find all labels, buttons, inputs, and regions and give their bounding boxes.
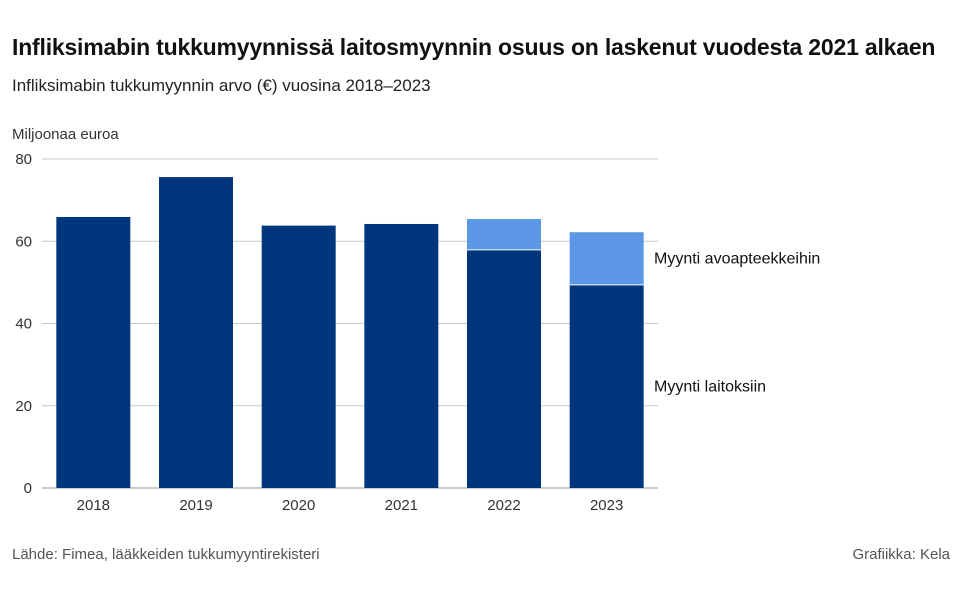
x-tick-2020: 2020 <box>282 497 315 514</box>
series-label-avoapteekit: Myynti avoapteekkeihin <box>654 251 820 268</box>
chart-title: Infliksimabin tukkumyynnissä laitosmyynn… <box>12 34 936 60</box>
bar-2022-laitokset <box>467 249 541 488</box>
y-axis-label: Miljoonaa euroa <box>12 126 119 143</box>
chart-subtitle: Infliksimabin tukkumyynnin arvo (€) vuos… <box>12 76 431 95</box>
x-tick-2021: 2021 <box>385 497 418 514</box>
y-tick-labels: 0 20 40 60 80 <box>15 151 32 497</box>
y-tick-0: 0 <box>24 480 32 497</box>
bar-2022-avoapteekit <box>467 219 541 250</box>
x-tick-2022: 2022 <box>487 497 520 514</box>
credit-note: Grafiikka: Kela <box>852 546 950 563</box>
y-tick-40: 40 <box>15 316 32 333</box>
gridlines <box>42 158 658 489</box>
series-labels: Myynti laitoksiin Myynti avoapteekkeihin <box>654 251 820 396</box>
x-tick-2023: 2023 <box>590 497 623 514</box>
bar-2020-laitokset <box>261 225 336 488</box>
bar-2019-laitokset <box>159 177 233 488</box>
bar-2018-laitokset <box>56 216 131 488</box>
bar-2021-laitokset <box>364 223 439 489</box>
bars <box>56 177 644 489</box>
x-tick-2018: 2018 <box>77 497 110 514</box>
y-tick-60: 60 <box>15 233 32 250</box>
bar-2023-avoapteekit <box>569 232 644 285</box>
source-note: Lähde: Fimea, lääkkeiden tukkumyyntireki… <box>12 546 320 563</box>
y-tick-20: 20 <box>15 398 32 415</box>
bar-2023-laitokset <box>569 284 644 488</box>
y-tick-80: 80 <box>15 151 32 168</box>
x-tick-2019: 2019 <box>179 497 212 514</box>
x-tick-labels: 2018 2019 2020 2021 2022 2023 <box>77 497 624 514</box>
series-label-laitokset: Myynti laitoksiin <box>654 378 766 395</box>
